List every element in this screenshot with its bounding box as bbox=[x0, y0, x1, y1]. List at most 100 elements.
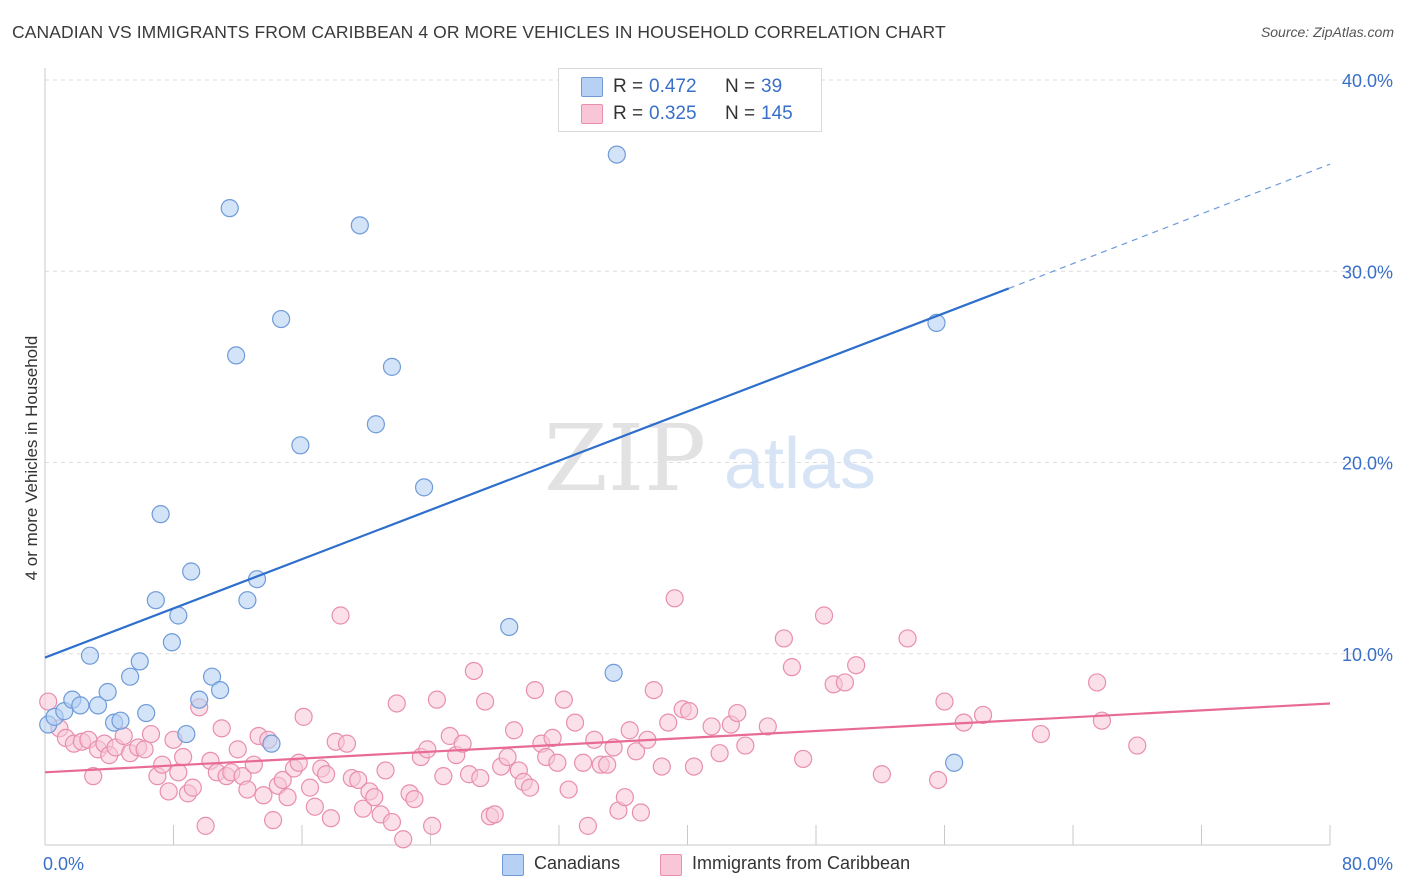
legend-r-label: R = bbox=[613, 103, 644, 124]
legend-n-value: 145 bbox=[761, 103, 793, 124]
caribbean-point bbox=[548, 753, 567, 772]
legend-swatch-caribbean bbox=[581, 104, 603, 124]
trend-line-canadians bbox=[44, 287, 1010, 659]
caribbean-point bbox=[615, 788, 634, 807]
canadians-point bbox=[177, 724, 196, 744]
caribbean-point bbox=[573, 753, 593, 772]
caribbean-point bbox=[1031, 724, 1050, 744]
axes bbox=[44, 68, 1331, 846]
chart-title: CANADIAN VS IMMIGRANTS FROM CARIBBEAN 4 … bbox=[12, 22, 946, 42]
bottom-legend-swatch-canadians bbox=[502, 854, 524, 876]
caribbean-point bbox=[321, 809, 341, 828]
caribbean-point bbox=[294, 707, 313, 726]
caribbean-point bbox=[476, 692, 495, 711]
y-axis-label: 4 or more Vehicles in Household bbox=[22, 335, 41, 581]
legend-n-label: N = bbox=[725, 76, 756, 97]
caribbean-point bbox=[565, 713, 585, 732]
caribbean-point bbox=[485, 805, 504, 824]
x-tick-label: 80.0% bbox=[1342, 854, 1393, 874]
canadians-point bbox=[382, 357, 402, 376]
canadians-point bbox=[80, 646, 100, 665]
caribbean-point bbox=[453, 734, 472, 753]
source-credit: Source: ZipAtlas.com bbox=[1260, 24, 1394, 40]
trend-lines bbox=[44, 163, 1331, 774]
caribbean-point bbox=[135, 740, 154, 759]
caribbean-point bbox=[814, 606, 834, 625]
caribbean-point bbox=[710, 744, 729, 763]
caribbean-point bbox=[84, 767, 103, 786]
y-tick-label: 30.0% bbox=[1342, 262, 1393, 282]
caribbean-point bbox=[405, 789, 424, 809]
caribbean-point bbox=[702, 717, 721, 736]
legend-n-label: N = bbox=[725, 103, 756, 124]
tick-labels: 10.0% 20.0% 30.0% 40.0% 0.0% 80.0% bbox=[43, 71, 1393, 874]
caribbean-point bbox=[349, 770, 368, 790]
caribbean-point bbox=[238, 780, 257, 799]
caribbean-point bbox=[331, 606, 350, 625]
y-tick-label: 10.0% bbox=[1342, 645, 1393, 665]
caribbean-point bbox=[684, 757, 704, 776]
series-immigrants-from-caribbean bbox=[39, 589, 1147, 849]
canadians-point bbox=[291, 436, 310, 455]
caribbean-point bbox=[598, 755, 617, 774]
caribbean-point bbox=[604, 738, 623, 757]
caribbean-point bbox=[652, 757, 671, 776]
caribbean-point bbox=[728, 703, 747, 723]
caribbean-point bbox=[631, 803, 651, 822]
canadians-point bbox=[121, 667, 140, 686]
caribbean-point bbox=[159, 782, 178, 801]
caribbean-point bbox=[196, 816, 215, 835]
caribbean-point bbox=[183, 778, 202, 797]
caribbean-point bbox=[585, 730, 604, 749]
caribbean-point bbox=[376, 761, 395, 780]
canadians-point bbox=[162, 633, 181, 652]
caribbean-point bbox=[543, 728, 562, 748]
canadians-point bbox=[130, 652, 149, 671]
canadians-point bbox=[500, 617, 519, 637]
caribbean-point bbox=[464, 661, 483, 681]
watermark-zip: ZIP bbox=[544, 405, 706, 512]
caribbean-point bbox=[498, 747, 517, 767]
legend-swatch-canadians bbox=[581, 77, 603, 97]
canadians-point bbox=[262, 734, 281, 753]
series-canadians bbox=[39, 103, 964, 772]
caribbean-point bbox=[782, 658, 802, 677]
canadians-point bbox=[607, 145, 626, 164]
caribbean-point bbox=[394, 830, 413, 849]
bottom-legend-label: Immigrants from Caribbean bbox=[692, 853, 911, 873]
caribbean-point bbox=[434, 767, 453, 786]
canadians-point bbox=[945, 753, 964, 772]
caribbean-point bbox=[212, 719, 231, 738]
caribbean-point bbox=[273, 770, 292, 790]
canadians-point bbox=[366, 415, 385, 434]
canadians-point bbox=[137, 703, 156, 723]
caribbean-point bbox=[471, 768, 490, 788]
canadians-point bbox=[350, 216, 369, 235]
canadians-point bbox=[98, 682, 117, 702]
caribbean-point bbox=[382, 812, 402, 832]
caribbean-point bbox=[736, 736, 755, 755]
caribbean-point bbox=[244, 755, 263, 774]
caribbean-point bbox=[872, 765, 891, 784]
caribbean-point bbox=[418, 740, 437, 759]
caribbean-point bbox=[316, 765, 336, 784]
caribbean-point bbox=[525, 680, 545, 700]
canadians-point bbox=[202, 667, 222, 686]
caribbean-point bbox=[626, 742, 646, 761]
canadians-point bbox=[88, 696, 108, 715]
canadians-point bbox=[71, 696, 90, 715]
caribbean-point bbox=[1087, 673, 1107, 692]
canadians-point bbox=[227, 346, 246, 365]
trend-line-caribbean bbox=[44, 702, 1331, 774]
caribbean-point bbox=[559, 780, 578, 799]
trend-line-canadians-extrapolated bbox=[1008, 163, 1331, 290]
caribbean-point bbox=[1128, 736, 1147, 755]
caribbean-point bbox=[300, 778, 320, 797]
canadians-point bbox=[238, 591, 257, 610]
caribbean-point bbox=[644, 680, 663, 700]
canadians-point bbox=[604, 663, 623, 682]
caribbean-point bbox=[935, 692, 954, 711]
canadians-point bbox=[220, 199, 239, 218]
canadians-point bbox=[111, 711, 130, 730]
